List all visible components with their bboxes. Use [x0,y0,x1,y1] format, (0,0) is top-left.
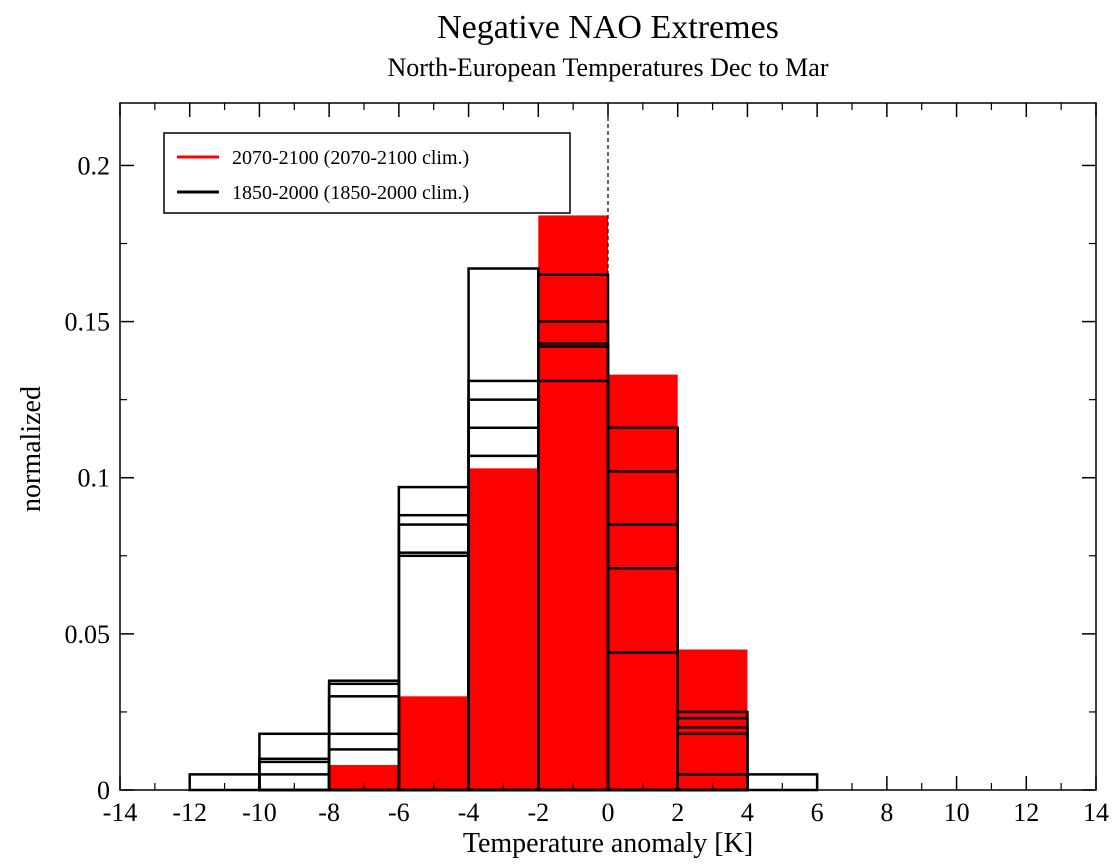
x-tick-label: -12 [172,798,207,827]
legend-box [163,132,571,214]
y-tick-label: 0 [97,776,110,805]
y-axis-label: normalized [16,386,47,512]
red-bar [677,649,748,790]
x-tick-label: -6 [388,798,410,827]
x-tick-label: -8 [318,798,340,827]
red-series-bars [329,215,748,790]
y-tick-label: 0.2 [78,151,111,180]
x-axis-label: Temperature anomaly [K] [463,828,753,859]
legend-label-red: 2070-2100 (2070-2100 clim.) [232,147,469,169]
legend-label-black: 1850-2000 (1850-2000 clim.) [232,182,469,204]
x-tick-label: 2 [671,798,684,827]
legend: 2070-2100 (2070-2100 clim.) 1850-2000 (1… [163,132,571,214]
x-tick-label: 10 [944,798,970,827]
x-tick-label: 12 [1013,798,1039,827]
y-tick-label: 0.15 [65,308,111,337]
x-tick-label: 4 [741,798,754,827]
red-bar [468,468,539,790]
x-tick-label: -14 [103,798,138,827]
y-tick-label: 0.05 [65,620,111,649]
x-tick-label: 8 [880,798,893,827]
x-tick-label: -4 [458,798,480,827]
chart-title: Negative NAO Extremes [437,9,779,46]
x-tick-label: 6 [811,798,824,827]
chart-subtitle: North-European Temperatures Dec to Mar [388,53,829,82]
red-bar [608,374,678,790]
plot-axes: -14 -12 -10 -8 -6 -4 -2 0 2 4 6 8 10 12 14 0 0.05 0.1 0.15… [65,102,1109,827]
x-tick-label: 0 [602,798,615,827]
x-tick-label: -10 [242,798,277,827]
x-tick-label: 14 [1083,798,1109,827]
red-bar [398,696,469,790]
x-tick-label: -2 [527,798,549,827]
y-tick-label: 0.1 [78,464,111,493]
red-bar [538,215,608,790]
